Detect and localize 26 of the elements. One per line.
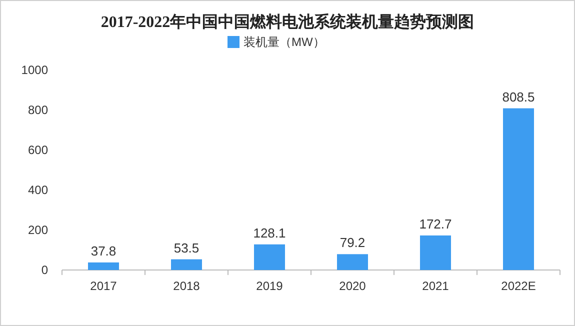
x-tick-label: 2018 [173,279,200,293]
y-tick-label: 400 [28,183,48,197]
data-label: 37.8 [90,243,116,258]
y-tick-label: 200 [28,223,48,237]
y-tick-label: 1000 [21,63,48,77]
data-label: 53.5 [174,240,200,256]
data-label: 79.2 [340,235,366,250]
x-tick-label: 2022E [501,279,536,293]
data-label: 808.5 [502,89,535,104]
bar [337,254,368,270]
data-label: 172.7 [419,216,452,232]
x-tick-label: 2020 [339,279,366,293]
x-tick-label: 2017 [90,279,118,293]
data-label: 128.1 [253,225,286,240]
x-tick-label: 2019 [256,279,284,293]
y-tick-label: 800 [28,103,48,117]
bar [88,262,119,270]
chart-title: 2017-2022年中国中国燃料电池系统装机量趋势预测图 [100,13,474,31]
bar [254,244,285,270]
y-tick-label: 0 [41,263,48,277]
x-tick-label: 2021 [422,279,450,293]
bar [420,235,451,270]
legend-label: 装机量（MW） [244,35,325,49]
bar [171,259,202,270]
bar [503,108,534,270]
y-tick-label: 600 [28,143,48,157]
